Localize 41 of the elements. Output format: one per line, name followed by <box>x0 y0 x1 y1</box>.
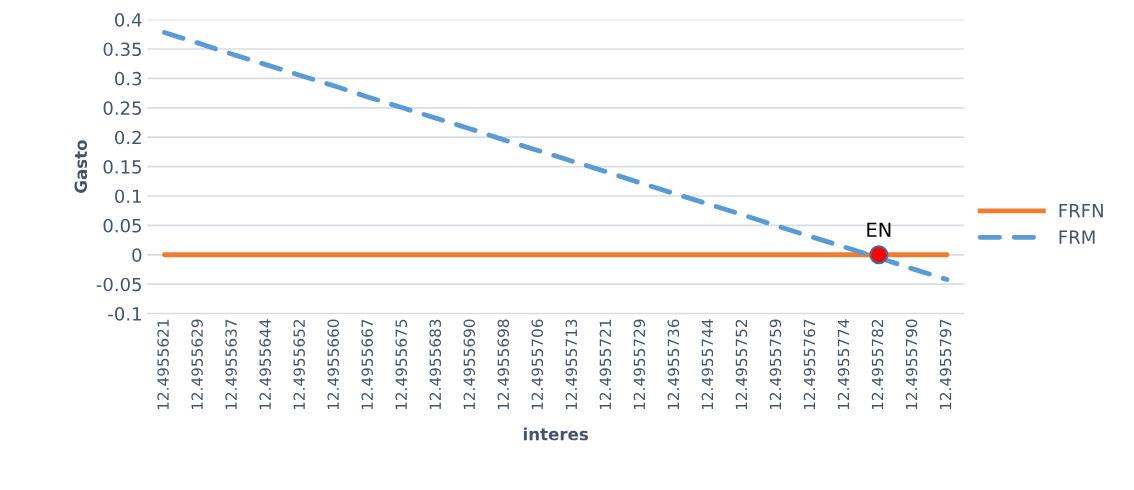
x-tick-label: 12.4955713 <box>565 319 578 410</box>
x-tick-label: 12.4955706 <box>531 319 544 410</box>
x-tick-label: 12.4955698 <box>497 319 510 410</box>
legend-label: FRM <box>1059 230 1095 244</box>
line-series <box>162 30 950 282</box>
y-tick-label: 0.35 <box>103 42 141 57</box>
x-tick-label: 12.4955621 <box>157 319 169 410</box>
y-tick-label: 0.15 <box>103 160 141 174</box>
y-tick-label: 0.05 <box>103 218 141 233</box>
x-tick-label: 12.4955782 <box>871 319 884 410</box>
x-tick-label: 12.4955759 <box>769 319 782 410</box>
x-tick-label: 12.4955637 <box>225 319 237 410</box>
y-tick-label: 0.3 <box>115 71 142 86</box>
x-tick-label: 12.4955767 <box>803 319 816 410</box>
x-tick-label: 12.4955774 <box>837 319 850 410</box>
y-tick-label: 0.1 <box>115 189 141 204</box>
legend-label: FRFN <box>1059 203 1103 218</box>
y-tick-label: 0 <box>132 248 142 262</box>
x-tick-label: 12.4955721 <box>599 319 612 410</box>
x-tick-label: 12.4955744 <box>701 319 714 410</box>
x-tick-label: 12.4955729 <box>633 319 646 410</box>
x-tick-label: 12.4955667 <box>361 319 373 410</box>
x-tick-label: 12.4955797 <box>939 319 952 410</box>
x-tick-label: 12.4955736 <box>667 319 680 410</box>
x-tick-label: 12.4955752 <box>735 319 748 410</box>
x-tick-label: 12.4955660 <box>327 319 339 410</box>
y-tick-label: 0.2 <box>115 130 141 145</box>
x-tick-label: 12.4955790 <box>905 319 918 410</box>
x-tick-label: 12.4955683 <box>429 319 442 410</box>
y-axis-title: Gasto <box>74 140 88 193</box>
y-tick-label: 0.4 <box>115 13 142 27</box>
x-tick-label: 12.4955690 <box>463 319 476 410</box>
x-tick-label: 12.4955644 <box>259 319 271 410</box>
x-tick-label: 12.4955652 <box>293 319 305 410</box>
annotation: EN <box>867 222 891 237</box>
x-tick-label: 12.4955629 <box>191 319 203 410</box>
y-tick-label: -0.05 <box>96 277 141 292</box>
x-axis-title: interes <box>523 427 589 441</box>
x-tick-label: 12.4955675 <box>395 319 407 410</box>
y-tick-label: -0.1 <box>108 307 141 321</box>
y-tick-label: 0.25 <box>103 101 141 115</box>
